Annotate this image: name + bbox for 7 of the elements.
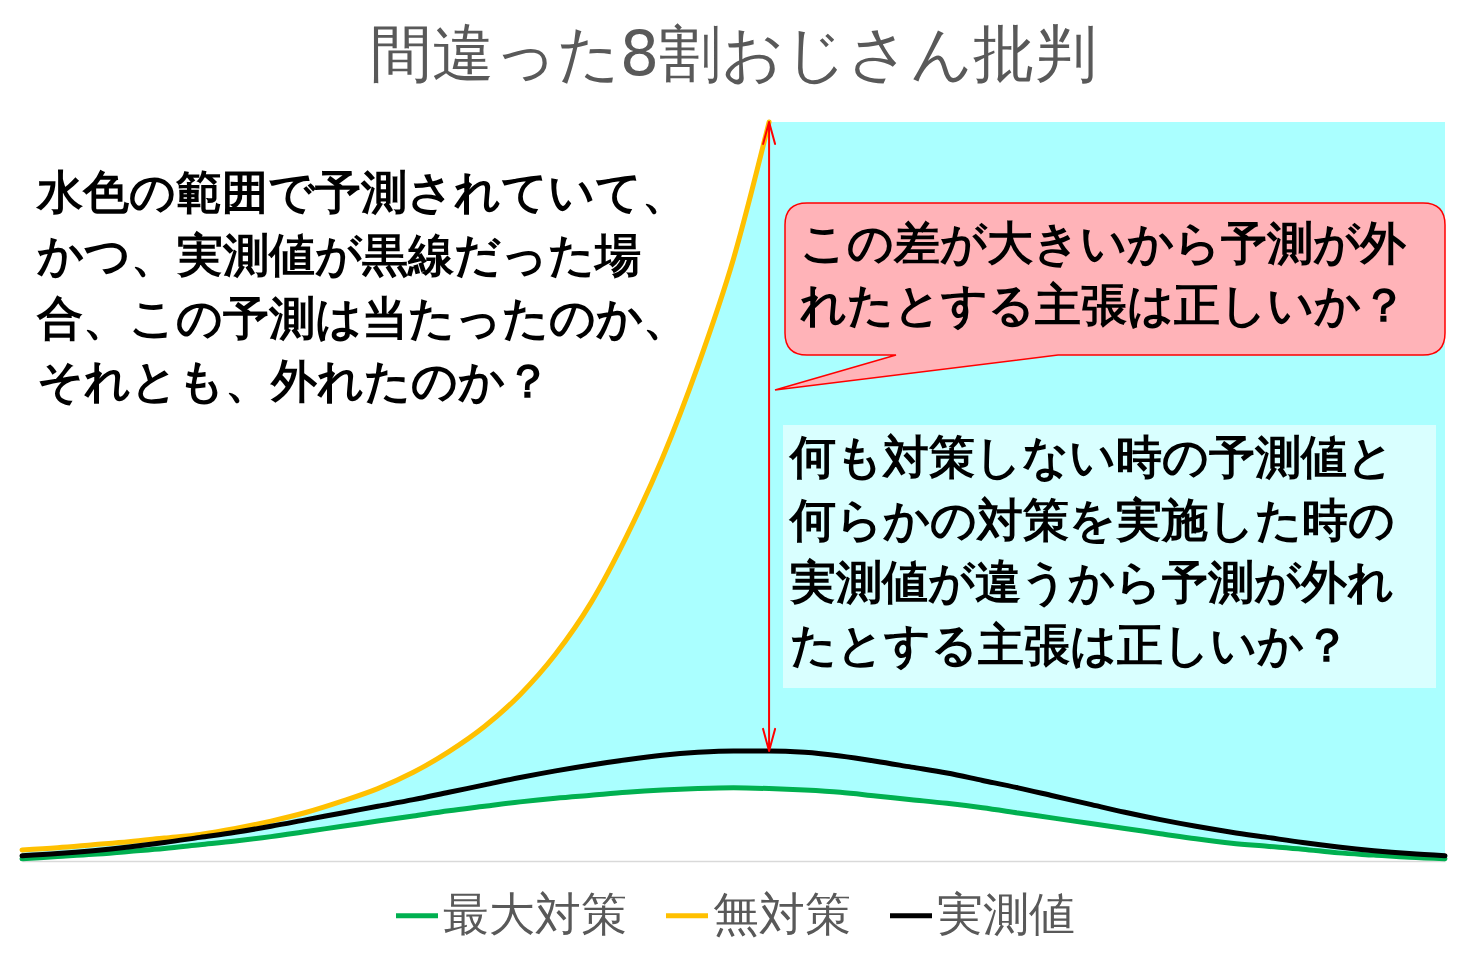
legend-label: 無対策	[712, 886, 851, 941]
annotation: 何も対策しない時の予測値と何らかの対策を実施した時の実測値が違うから予測が外れたとする主張は正しいか？	[788, 430, 1395, 673]
chart-title: 間違った8割おじさん批判	[369, 16, 1098, 90]
legend-label: 最大対策	[442, 886, 627, 941]
annotation: 水色の範囲で予測されていて、かつ、実測値が黒線だった場合、この予測は当たったのか、それとも、外れたのか？	[35, 165, 689, 408]
legend-label: 実測値	[936, 886, 1075, 941]
annotation: この差が大きいから予測が外れたとする主張は正しいか？	[800, 216, 1407, 332]
